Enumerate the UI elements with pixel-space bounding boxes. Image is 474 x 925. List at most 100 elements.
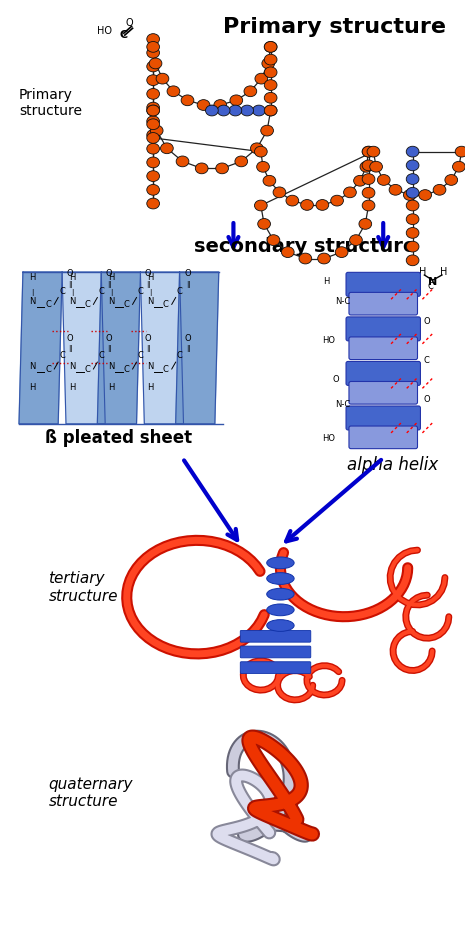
Ellipse shape bbox=[354, 176, 366, 186]
Text: C: C bbox=[98, 352, 104, 360]
Ellipse shape bbox=[331, 195, 344, 206]
Text: N: N bbox=[428, 277, 437, 287]
Ellipse shape bbox=[267, 620, 294, 632]
Ellipse shape bbox=[264, 105, 277, 116]
Text: ‖: ‖ bbox=[107, 345, 111, 352]
FancyBboxPatch shape bbox=[349, 337, 418, 360]
Ellipse shape bbox=[147, 105, 160, 116]
Polygon shape bbox=[140, 272, 183, 424]
Polygon shape bbox=[176, 272, 219, 424]
Ellipse shape bbox=[147, 184, 160, 195]
Ellipse shape bbox=[244, 86, 257, 96]
Ellipse shape bbox=[406, 255, 419, 265]
Ellipse shape bbox=[235, 156, 247, 166]
Ellipse shape bbox=[403, 190, 416, 201]
Ellipse shape bbox=[362, 200, 375, 211]
Text: C: C bbox=[124, 365, 130, 374]
Text: N: N bbox=[29, 297, 36, 306]
Text: C: C bbox=[120, 31, 128, 40]
Ellipse shape bbox=[406, 214, 419, 225]
FancyBboxPatch shape bbox=[346, 317, 420, 340]
Text: C: C bbox=[46, 301, 51, 309]
FancyBboxPatch shape bbox=[346, 272, 420, 296]
Ellipse shape bbox=[264, 105, 277, 116]
Ellipse shape bbox=[206, 105, 218, 116]
Ellipse shape bbox=[255, 200, 267, 211]
Text: N: N bbox=[147, 362, 154, 371]
Text: C: C bbox=[59, 287, 65, 296]
Text: |: | bbox=[32, 289, 34, 296]
Ellipse shape bbox=[267, 235, 280, 245]
Text: H: H bbox=[69, 273, 75, 282]
Ellipse shape bbox=[433, 184, 446, 195]
Text: O: O bbox=[423, 395, 429, 404]
FancyBboxPatch shape bbox=[349, 292, 418, 315]
Ellipse shape bbox=[264, 42, 277, 53]
Text: ‖: ‖ bbox=[186, 281, 189, 288]
Ellipse shape bbox=[389, 184, 402, 195]
Ellipse shape bbox=[406, 188, 419, 198]
FancyBboxPatch shape bbox=[346, 362, 420, 386]
Text: |: | bbox=[110, 289, 112, 296]
Text: |: | bbox=[149, 289, 151, 296]
Ellipse shape bbox=[286, 195, 299, 206]
Text: H: H bbox=[323, 278, 329, 287]
Ellipse shape bbox=[362, 174, 375, 184]
Text: C: C bbox=[137, 287, 143, 296]
Text: O: O bbox=[126, 18, 134, 29]
Ellipse shape bbox=[195, 163, 208, 174]
Text: HO: HO bbox=[97, 26, 112, 36]
Ellipse shape bbox=[176, 156, 189, 166]
Ellipse shape bbox=[150, 125, 163, 136]
Ellipse shape bbox=[263, 176, 276, 186]
Ellipse shape bbox=[267, 573, 294, 585]
FancyBboxPatch shape bbox=[349, 381, 418, 404]
Text: O: O bbox=[423, 316, 429, 326]
Ellipse shape bbox=[167, 86, 180, 96]
Ellipse shape bbox=[258, 218, 271, 229]
Ellipse shape bbox=[147, 33, 160, 44]
Text: C: C bbox=[85, 365, 91, 374]
FancyBboxPatch shape bbox=[240, 646, 311, 658]
Ellipse shape bbox=[370, 161, 383, 172]
Text: tertiary
structure: tertiary structure bbox=[48, 571, 118, 603]
Text: ‖: ‖ bbox=[146, 281, 150, 288]
Text: ‖: ‖ bbox=[68, 281, 72, 288]
Ellipse shape bbox=[147, 157, 160, 167]
Ellipse shape bbox=[241, 105, 254, 116]
FancyBboxPatch shape bbox=[346, 406, 420, 430]
Text: C: C bbox=[98, 287, 104, 296]
Text: HO: HO bbox=[322, 336, 335, 345]
Ellipse shape bbox=[406, 174, 419, 184]
Ellipse shape bbox=[181, 95, 194, 105]
Text: C: C bbox=[427, 282, 433, 291]
Ellipse shape bbox=[264, 67, 277, 78]
Text: H: H bbox=[29, 273, 36, 282]
Text: N: N bbox=[69, 362, 75, 371]
Ellipse shape bbox=[147, 61, 160, 72]
Ellipse shape bbox=[318, 253, 330, 264]
Ellipse shape bbox=[147, 171, 160, 181]
Text: quaternary
structure: quaternary structure bbox=[48, 777, 133, 809]
Ellipse shape bbox=[362, 160, 375, 171]
Ellipse shape bbox=[147, 102, 160, 113]
Ellipse shape bbox=[229, 105, 242, 116]
Text: C: C bbox=[163, 301, 169, 309]
Ellipse shape bbox=[282, 247, 294, 257]
Ellipse shape bbox=[147, 75, 160, 85]
Ellipse shape bbox=[147, 143, 160, 154]
Text: C: C bbox=[177, 352, 182, 360]
Ellipse shape bbox=[147, 130, 160, 141]
Text: O: O bbox=[145, 269, 152, 278]
Ellipse shape bbox=[367, 146, 380, 157]
Ellipse shape bbox=[216, 163, 228, 174]
Polygon shape bbox=[19, 272, 62, 424]
Text: H: H bbox=[29, 383, 36, 391]
Text: ‖: ‖ bbox=[68, 345, 72, 352]
Text: ‖: ‖ bbox=[107, 281, 111, 288]
Text: N: N bbox=[108, 362, 114, 371]
Ellipse shape bbox=[147, 105, 160, 116]
Ellipse shape bbox=[453, 161, 465, 172]
Ellipse shape bbox=[406, 241, 419, 252]
Text: |: | bbox=[71, 289, 73, 296]
